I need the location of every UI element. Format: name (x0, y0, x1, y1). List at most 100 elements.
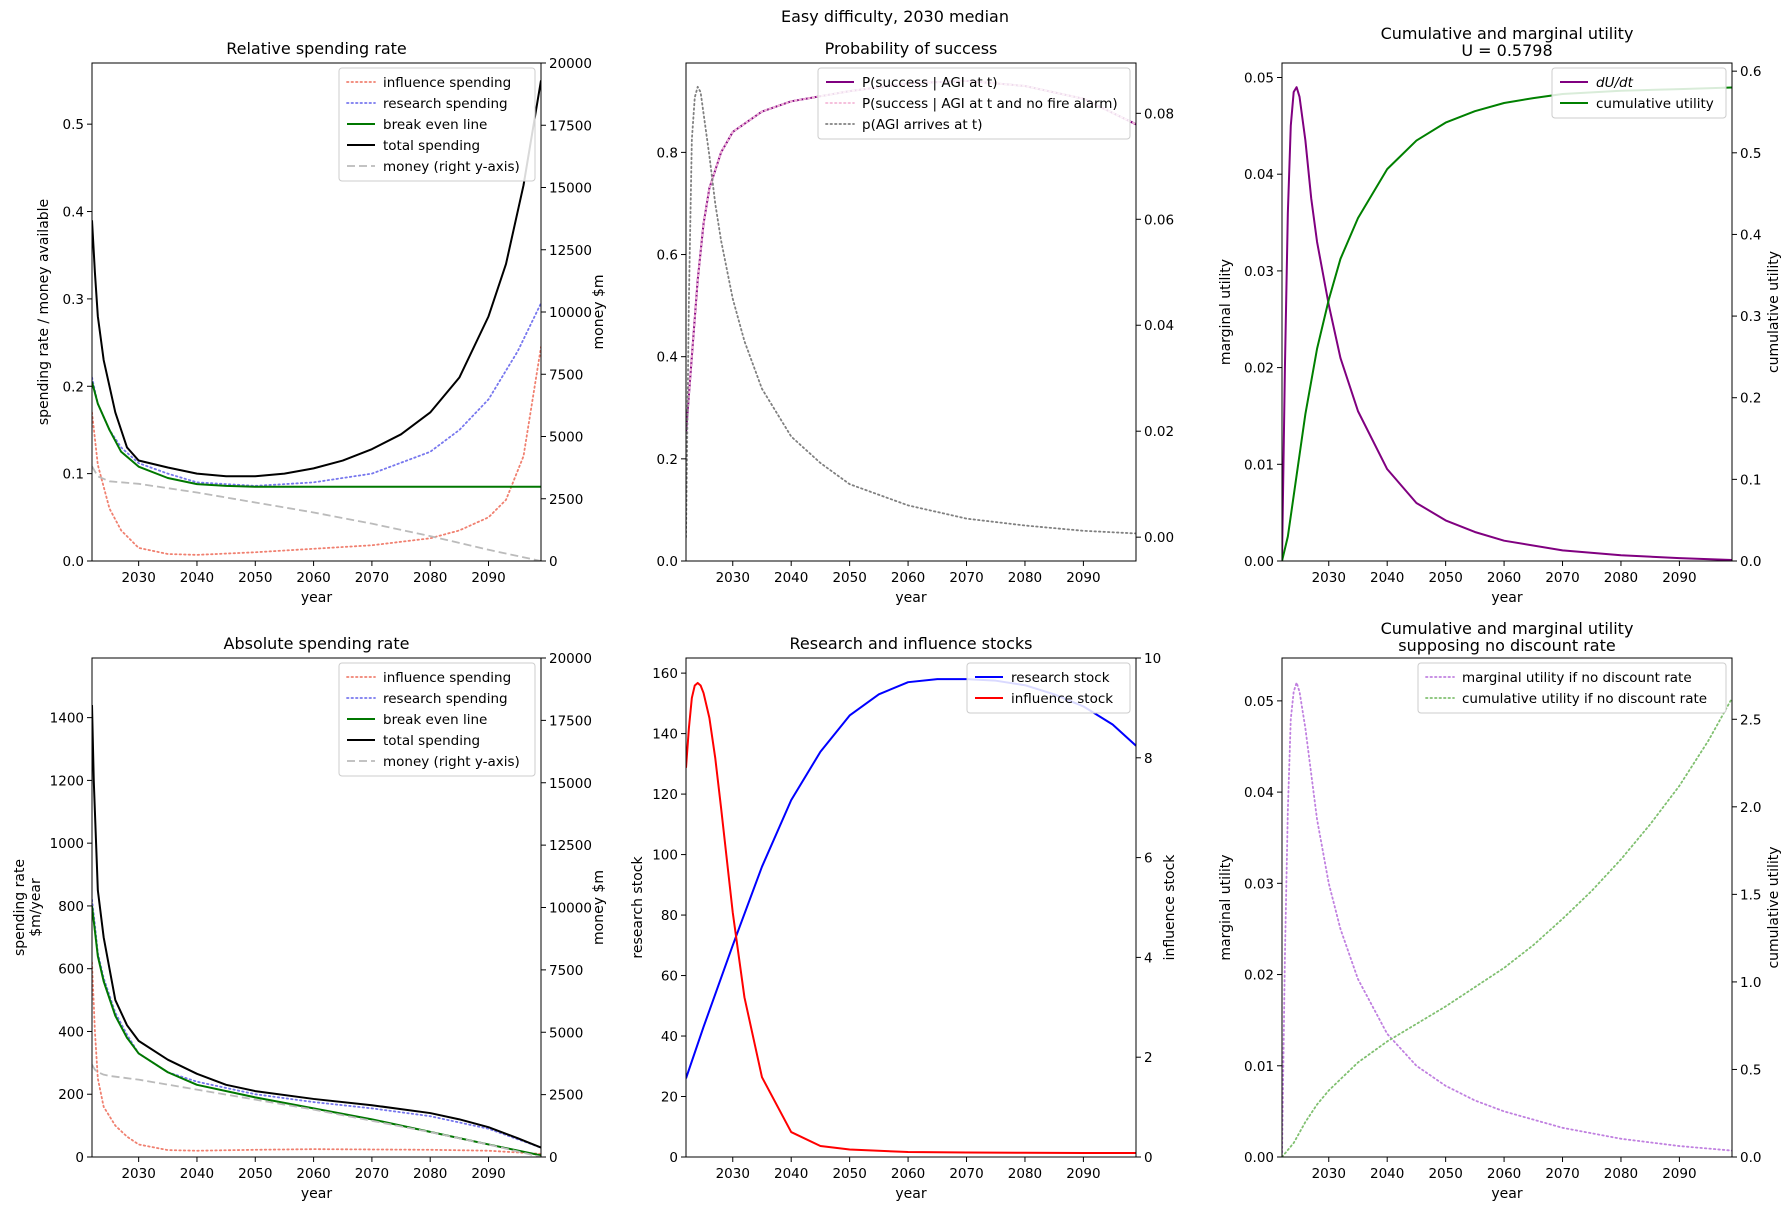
x-tick-label: 2080 (1008, 570, 1042, 586)
x-tick-label: 2080 (1008, 1166, 1042, 1182)
y-axis-label: spending rate / money available (36, 199, 52, 425)
legend-label: money (right y-axis) (383, 754, 520, 770)
legend-label: cumulative utility (1596, 96, 1714, 112)
x-tick-label: 2040 (774, 570, 808, 586)
x-tick-label: 2090 (471, 1166, 505, 1182)
x-tick-label: 2030 (1312, 1166, 1346, 1182)
y-right-tick-label: 0.1 (1740, 472, 1761, 488)
series-line-cumulative-utility-if-no-discount-rate (1282, 697, 1732, 1157)
series-line-money-right-y-axis (92, 465, 541, 561)
legend-box (1417, 662, 1727, 714)
y-tick-label: 0.5 (63, 117, 84, 133)
series-line-influence-spending (92, 346, 541, 556)
x-tick-label: 2070 (355, 1166, 389, 1182)
y-right-tick-label: 8 (1144, 751, 1153, 767)
x-tick-label: 2090 (1662, 1166, 1696, 1182)
y-right-axis-label: cumulative utility (1766, 846, 1782, 968)
y-tick-label: 140 (652, 727, 678, 743)
legend-label: research spending (383, 691, 508, 707)
series-line-marginal-utility-if-no-discount-rate (1282, 681, 1732, 1157)
series-line-money-right-y-axis (92, 1064, 541, 1157)
chart-prob: Probability of success 2030 2040 2050 2060 20… (657, 39, 1175, 606)
legend-box (966, 662, 1131, 714)
x-tick-label: 2040 (180, 570, 214, 586)
chart-title: Cumulative and marginal utility (1381, 619, 1634, 638)
series-line-total-spending (92, 705, 541, 1149)
y-right-tick-label: 0.3 (1740, 309, 1761, 325)
series-line-du-dt (1282, 86, 1732, 561)
y-tick-label: 1200 (50, 773, 84, 789)
y-tick-label: 0.03 (1244, 264, 1274, 280)
figure-suptitle: Easy difficulty, 2030 median (781, 7, 1009, 26)
y-right-tick-label: 0.0 (1740, 554, 1761, 570)
y-tick-label: 1000 (50, 836, 84, 852)
y-right-tick-label: 2.0 (1740, 800, 1761, 816)
series-group (92, 705, 541, 1157)
y-tick-label: 0.04 (1244, 167, 1274, 183)
x-axis-label: year (895, 590, 926, 606)
y-axis-label-2: $m/year (28, 878, 44, 937)
series-line-break-even-line (92, 381, 541, 488)
y-tick-label: 0.01 (1244, 1059, 1274, 1075)
plot-frame (1281, 62, 1733, 562)
legend-box (338, 67, 536, 182)
legend: marginal utility if no discount rate cumu… (1417, 662, 1727, 714)
x-tick-label: 2060 (1487, 1166, 1521, 1182)
plot-frame (91, 657, 542, 1158)
x-tick-label: 2040 (1370, 570, 1404, 586)
x-tick-label: 2080 (413, 570, 447, 586)
legend-label: p(AGI arrives at t) (862, 117, 983, 133)
y-tick-label: 160 (652, 666, 678, 682)
y-right-tick-label: 4 (1144, 950, 1153, 966)
legend-label: marginal utility if no discount rate (1462, 670, 1692, 686)
y-right-tick-label: 20000 (549, 651, 592, 667)
x-tick-label: 2030 (716, 570, 750, 586)
y-tick-label: 0.0 (657, 554, 678, 570)
y-right-axis-label: money $m (591, 275, 607, 350)
series-line-total-spending (92, 80, 541, 478)
legend-label: money (right y-axis) (383, 159, 520, 175)
y-right-tick-label: 17500 (549, 713, 592, 729)
y-tick-label: 60 (661, 969, 678, 985)
y-tick-label: 0.04 (1244, 785, 1274, 801)
x-axis-label: year (1491, 1186, 1522, 1202)
y-tick-label: 0.00 (1244, 554, 1274, 570)
y-right-tick-label: 10 (1144, 651, 1161, 667)
chart-title: Research and influence stocks (790, 634, 1033, 653)
chart-subtitle: supposing no discount rate (1398, 636, 1615, 655)
y-tick-label: 0.05 (1244, 71, 1274, 87)
y-right-tick-label: 7500 (549, 963, 583, 979)
y-right-tick-label: 10000 (549, 305, 592, 321)
series-group (92, 80, 541, 561)
x-tick-label: 2070 (949, 1166, 983, 1182)
y-tick-label: 100 (652, 848, 678, 864)
y-tick-label: 80 (661, 908, 678, 924)
y-tick-label: 0.6 (657, 248, 678, 264)
x-tick-label: 2050 (238, 570, 272, 586)
y-right-tick-label: 0 (549, 554, 558, 570)
y-right-tick-label: 0.2 (1740, 391, 1761, 407)
legend-label: dU/dt (1596, 75, 1634, 91)
x-tick-label: 2070 (1545, 570, 1579, 586)
y-right-tick-label: 2.5 (1740, 712, 1761, 728)
y-right-tick-label: 1.0 (1740, 975, 1761, 991)
x-tick-label: 2060 (1487, 570, 1521, 586)
y-tick-label: 0.05 (1244, 694, 1274, 710)
y-right-tick-label: 0.04 (1144, 318, 1174, 334)
plot-frame (685, 657, 1137, 1158)
legend-label: break even line (383, 117, 487, 133)
chart-rel: Relative spending rate 2030 2040 2050 2060 20… (36, 39, 607, 606)
y-tick-label: 200 (58, 1087, 84, 1103)
legend: influence spending research spending break… (338, 67, 536, 182)
y-tick-label: 0.3 (63, 292, 84, 308)
y-right-axis-label: influence stock (1162, 854, 1178, 961)
y-right-tick-label: 1.5 (1740, 887, 1761, 903)
y-tick-label: 800 (58, 899, 84, 915)
x-tick-label: 2060 (296, 570, 330, 586)
x-tick-label: 2040 (1370, 1166, 1404, 1182)
plot-frame (91, 62, 542, 562)
y-axis-label: spending rate (12, 859, 28, 956)
y-right-tick-label: 0.4 (1740, 227, 1761, 243)
y-tick-label: 0.4 (657, 350, 678, 366)
x-axis-label: year (301, 590, 332, 606)
